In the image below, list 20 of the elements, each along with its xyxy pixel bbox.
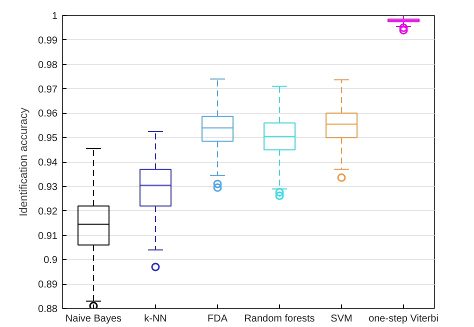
y-tick-label: 0.95 bbox=[38, 133, 58, 144]
y-tick-label: 1 bbox=[52, 11, 58, 22]
y-tick-label: 0.91 bbox=[38, 230, 58, 242]
y-tick-label: 0.93 bbox=[38, 182, 58, 193]
y-tick-label: 0.89 bbox=[38, 280, 58, 291]
y-tick-label: 0.97 bbox=[38, 84, 58, 96]
x-tick-label: Naive Bayes bbox=[65, 314, 122, 324]
y-tick-label: 0.94 bbox=[38, 158, 58, 168]
y-tick-label: 0.9 bbox=[44, 255, 58, 266]
x-tick-label: SVM bbox=[330, 314, 352, 324]
y-axis-title: Identification accuracy bbox=[18, 107, 30, 216]
x-tick-label: k-NN bbox=[144, 314, 167, 324]
y-tick-label: 0.96 bbox=[38, 108, 58, 120]
y-tick-label: 0.92 bbox=[38, 206, 58, 218]
x-tick-label: Random forests bbox=[244, 314, 315, 324]
x-tick-label: one-step Viterbi bbox=[368, 314, 438, 324]
x-tick-label: FDA bbox=[208, 314, 228, 324]
y-tick-label: 0.88 bbox=[38, 304, 58, 315]
y-tick-label: 0.98 bbox=[38, 60, 58, 71]
y-tick-label: 0.99 bbox=[38, 35, 58, 46]
